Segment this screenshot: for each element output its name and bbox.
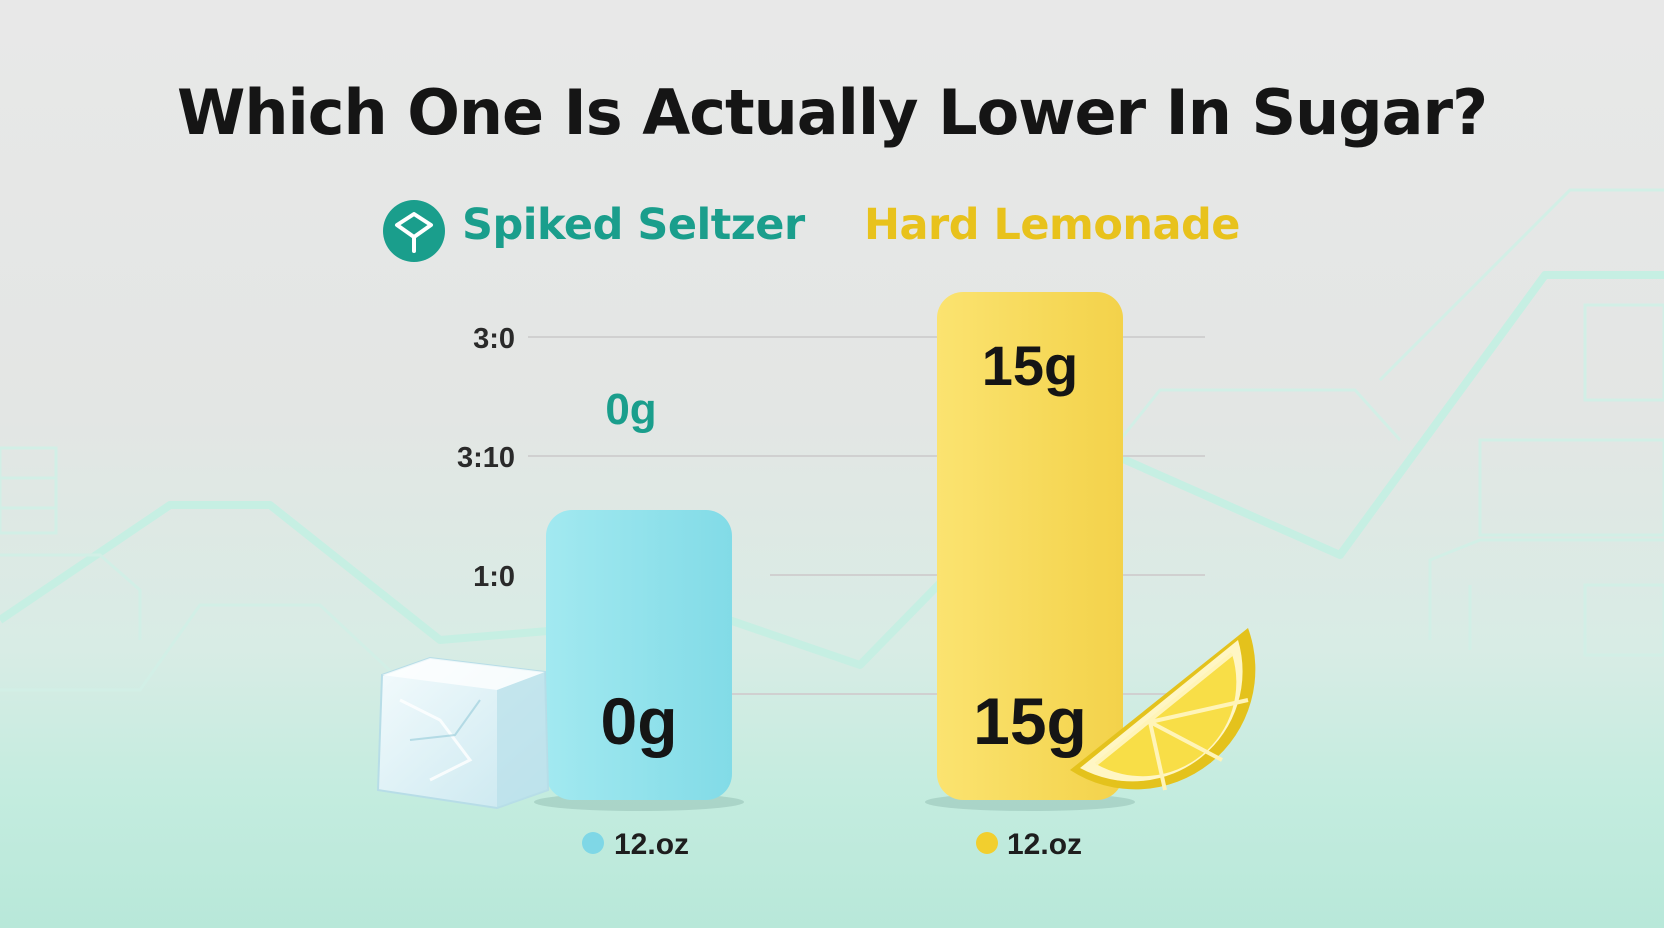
ice-cube-icon [376,656,550,810]
y-tick-label: 3:10 [457,442,515,474]
seltzer-dot-icon [582,832,604,854]
chart-title: Which One Is Actually Lower In Sugar? [176,76,1488,149]
legend-spiked-seltzer: Spiked Seltzer [462,200,805,250]
legend-hard-lemonade: Hard Lemonade [864,200,1240,250]
lemon-slice-icon [1070,628,1256,791]
bar-hard-lemonade [937,292,1123,800]
y-tick-label: 1:0 [473,561,515,593]
value-label-inner: 15g [973,684,1087,758]
y-tick-label: 3:0 [473,323,515,355]
bar-spiked-seltzer [546,510,732,800]
serving-label-seltzer: 12.oz [614,828,689,861]
value-label-inner: 0g [600,684,677,758]
serving-label-lemonade: 12.oz [1007,828,1082,861]
glass-logo-icon [383,200,445,262]
value-label-top: 0g [605,385,656,434]
value-label-top: 15g [982,334,1079,397]
lemonade-dot-icon [976,832,998,854]
